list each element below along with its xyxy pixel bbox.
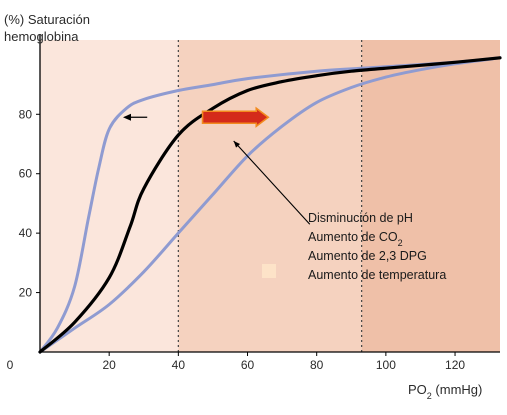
x-tick-label: 100: [376, 358, 396, 372]
legend-swatch: [262, 264, 276, 278]
y-tick-label: 80: [19, 107, 33, 121]
shaded-region-2: [361, 40, 500, 352]
annotation-marks: [123, 106, 311, 225]
x-tick-label: 20: [102, 358, 116, 372]
pointer-arrow-head: [233, 141, 241, 148]
axes: [36, 34, 500, 356]
curve-line-0: [38, 56, 502, 354]
shaded-regions: [40, 40, 500, 352]
annotation-line-0: Disminución de pH: [308, 211, 413, 225]
x-tick-label: 120: [445, 358, 465, 372]
x-axis-title: PO2 (mmHg): [408, 382, 482, 401]
origin-label: 0: [7, 358, 14, 372]
tick-labels: 20 40 60 80 100 120 20 40 60 80 0: [7, 107, 466, 372]
y-axis-title-line1: (%) Saturación: [4, 12, 90, 27]
annotation-subscript: 2: [398, 238, 403, 248]
annotation-text: Aumento de temperatura: [308, 268, 446, 282]
annotation-line-3: Aumento de temperatura: [308, 268, 446, 282]
x-axis-title-unit: (mmHg): [432, 382, 483, 397]
x-tick-label: 40: [172, 358, 186, 372]
shaded-region-0: [40, 40, 179, 352]
annotation-line-1: Aumento de CO2: [308, 230, 403, 248]
annotation-line-2: Aumento de 2,3 DPG: [308, 249, 427, 263]
annotation-text: Aumento de CO: [308, 230, 398, 244]
shaded-region-1: [178, 40, 362, 352]
x-axis-title-subscript: 2: [427, 391, 432, 401]
curve-line-2: [38, 56, 502, 354]
left-shift-arrow-head: [123, 113, 132, 121]
y-tick-label: 40: [19, 226, 33, 240]
pointer-line: [233, 140, 311, 225]
right-shift-arrow: [201, 106, 270, 128]
x-tick-label: 60: [241, 358, 255, 372]
annotation-text: Aumento de 2,3 DPG: [308, 249, 427, 263]
y-axis-title-line2: hemoglobina: [4, 29, 79, 44]
x-axis-title-main: PO: [408, 382, 427, 397]
y-tick-label: 20: [19, 286, 33, 300]
x-tick-label: 80: [310, 358, 324, 372]
y-tick-label: 60: [19, 167, 33, 181]
dissociation-curves: [38, 56, 502, 354]
curve-line-1: [38, 56, 502, 354]
annotation-text: Disminución de pH: [308, 211, 413, 225]
